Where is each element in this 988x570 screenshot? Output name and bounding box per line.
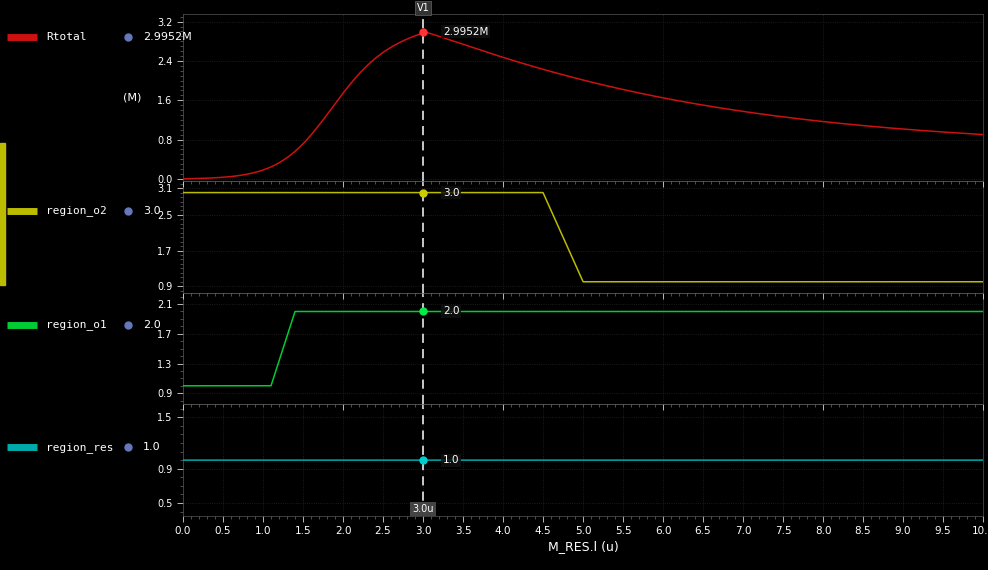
Text: region_res: region_res xyxy=(45,442,114,453)
Text: region_o1: region_o1 xyxy=(45,319,107,331)
Text: 3.0: 3.0 xyxy=(142,206,160,216)
Text: 2.0: 2.0 xyxy=(142,320,160,330)
Text: 3.0u: 3.0u xyxy=(412,504,434,514)
Text: 2.9952M: 2.9952M xyxy=(443,27,488,36)
Text: region_o2: region_o2 xyxy=(45,205,107,217)
Text: 2.0: 2.0 xyxy=(443,307,459,316)
Bar xyxy=(0,142,5,285)
Text: 1.0: 1.0 xyxy=(142,442,160,453)
X-axis label: M_RES.l (u): M_RES.l (u) xyxy=(547,540,618,553)
Y-axis label: (M): (M) xyxy=(124,93,141,103)
Text: 2.9952M: 2.9952M xyxy=(142,32,192,42)
Text: 3.0: 3.0 xyxy=(443,188,459,198)
Text: V1: V1 xyxy=(417,3,430,13)
Text: Rtotal: Rtotal xyxy=(45,32,86,42)
Text: 1.0: 1.0 xyxy=(443,455,459,465)
